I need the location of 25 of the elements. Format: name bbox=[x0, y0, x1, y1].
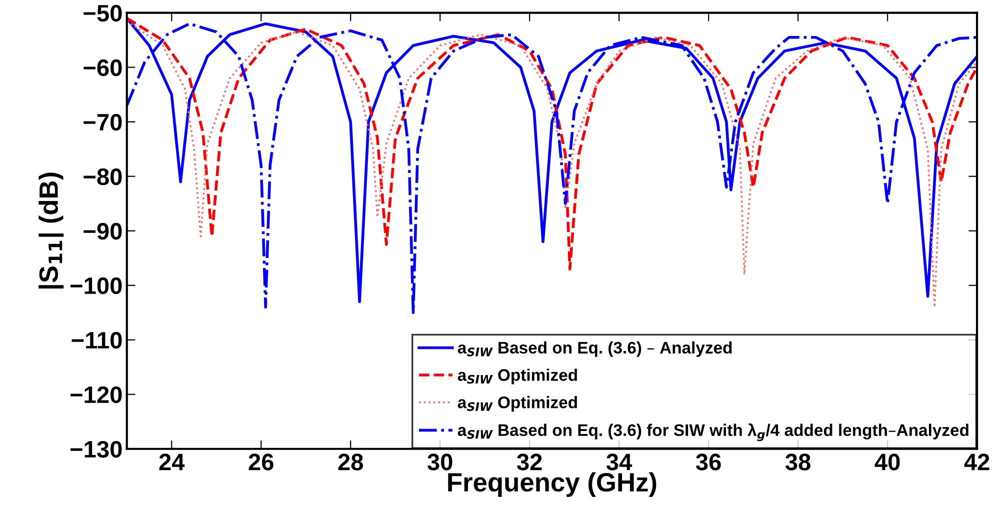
x-tick-label: 40 bbox=[874, 454, 900, 470]
y-tick-label: −130 bbox=[70, 440, 122, 458]
y-tick-label: −90 bbox=[84, 222, 122, 240]
x-tick-label: 26 bbox=[248, 454, 274, 470]
y-axis-title: |S$_{11}$| (dB) bbox=[38, 172, 64, 288]
x-tick-label: 24 bbox=[159, 454, 185, 470]
y-tick-label: −50 bbox=[84, 4, 122, 22]
x-axis-title: Frequency (GHz) bbox=[448, 472, 656, 497]
x-tick-label: 32 bbox=[516, 454, 542, 470]
y-tick-label: −120 bbox=[70, 386, 122, 404]
x-tick-label: 30 bbox=[428, 454, 452, 470]
legend-label: a$_{SIW}$ Based on Eq. (3.6) – Analyzed bbox=[458, 341, 732, 357]
x-tick-label: 34 bbox=[606, 454, 632, 470]
x-tick-label: 42 bbox=[964, 454, 990, 470]
y-tick-label: −80 bbox=[84, 168, 122, 186]
legend-label: a$_{SIW}$ Optimized bbox=[458, 368, 577, 384]
y-tick-label: −100 bbox=[70, 277, 122, 294]
y-tick-label: −60 bbox=[84, 59, 122, 76]
y-tick-label: −70 bbox=[84, 114, 122, 131]
legend-label: a$_{SIW}$ Optimized bbox=[458, 396, 577, 412]
legend-label: a$_{SIW}$ Based on Eq. (3.6) for SIW with λ$_{g}$/4 added length–Analyzed bbox=[458, 423, 968, 442]
y-tick-label: −110 bbox=[72, 332, 122, 349]
x-tick-label: 38 bbox=[785, 454, 810, 470]
x-tick-label: 28 bbox=[338, 454, 364, 470]
x-tick-label: 36 bbox=[696, 454, 721, 470]
